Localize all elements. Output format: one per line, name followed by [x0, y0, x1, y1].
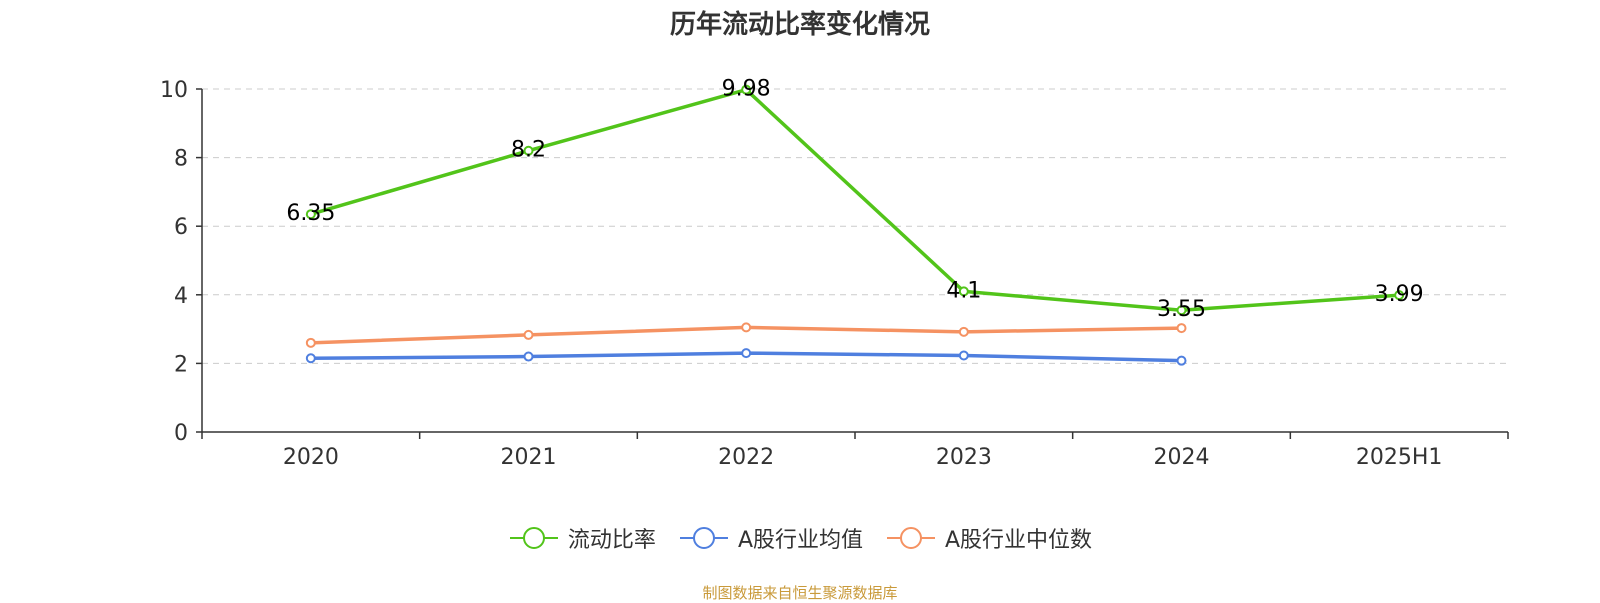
data-label: 4.1 — [946, 278, 981, 303]
data-point — [1176, 305, 1187, 316]
chart-title: 历年流动比率变化情况 — [669, 10, 930, 40]
data-point — [305, 337, 316, 348]
y-tick-label: 6 — [174, 215, 188, 240]
x-tick-label: 2023 — [936, 445, 992, 470]
legend-line-circle-icon — [509, 527, 558, 549]
x-tick-label: 2024 — [1154, 445, 1210, 470]
data-point — [958, 326, 969, 337]
y-tick-label: 8 — [174, 147, 188, 172]
legend-line-circle-icon — [679, 527, 728, 549]
y-tick-label: 2 — [174, 352, 188, 377]
data-label: 6.35 — [286, 201, 335, 226]
data-label: 3.55 — [1157, 297, 1206, 322]
legend-label: A股行业均值 — [737, 528, 863, 553]
x-tick-label: 2020 — [283, 445, 339, 470]
y-tick-label: 4 — [174, 284, 188, 309]
data-point — [958, 286, 969, 297]
data-label: 8.2 — [511, 138, 546, 163]
data-point — [305, 353, 316, 364]
data-point — [1176, 355, 1187, 366]
data-label: 3.99 — [1375, 282, 1424, 307]
data-point — [741, 322, 752, 333]
x-tick-label: 2025H1 — [1356, 445, 1443, 470]
data-point — [741, 348, 752, 359]
data-point — [1176, 323, 1187, 334]
data-point — [958, 350, 969, 361]
data-label: 9.98 — [722, 77, 771, 102]
x-tick-label: 2021 — [501, 445, 557, 470]
data-point — [741, 84, 752, 95]
data-point — [305, 209, 316, 220]
source-note: 制图数据来自恒生聚源数据库 — [702, 584, 898, 602]
y-tick-label: 10 — [160, 78, 188, 103]
data-point — [523, 145, 534, 156]
legend-label: 流动比率 — [567, 528, 656, 553]
legend-item-industry-median[interactable]: A股行业中位数 — [885, 522, 1092, 554]
y-tick-label: 0 — [174, 421, 188, 446]
data-point — [523, 329, 534, 340]
legend-label: A股行业中位数 — [945, 528, 1093, 553]
series-line — [310, 87, 1400, 312]
legend-item-industry-mean[interactable]: A股行业均值 — [678, 522, 863, 554]
legend-line-circle-icon — [887, 527, 935, 549]
legend-item-current-ratio[interactable]: 流动比率 — [508, 522, 656, 554]
x-tick-label: 2022 — [718, 445, 774, 470]
data-point — [523, 351, 534, 362]
chart-legend: 流动比率 A股行业均值 A股行业中位数 — [0, 522, 1600, 554]
data-point — [1394, 290, 1405, 301]
